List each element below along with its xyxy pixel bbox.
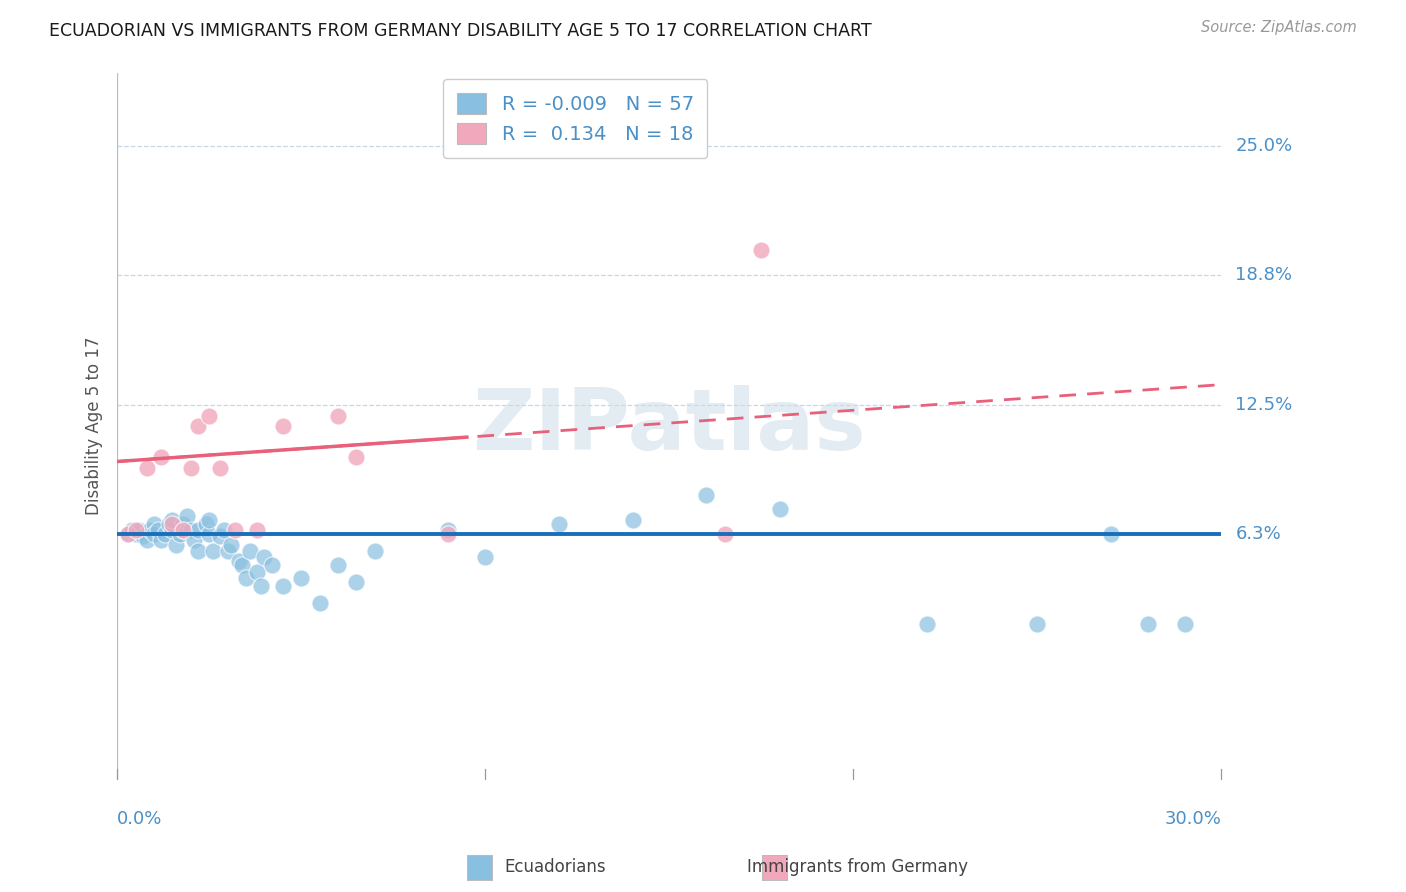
Text: Immigrants from Germany: Immigrants from Germany — [747, 858, 969, 876]
Point — [121, 523, 143, 537]
Point — [253, 550, 276, 565]
Point — [176, 508, 198, 523]
Text: ZIPatlas: ZIPatlas — [472, 384, 866, 467]
Point — [228, 554, 250, 568]
Point — [172, 523, 194, 537]
Point — [548, 516, 571, 531]
Point — [180, 460, 202, 475]
Text: 0.0%: 0.0% — [117, 810, 163, 828]
Point — [231, 558, 253, 573]
Point — [1099, 527, 1122, 541]
Point — [221, 538, 243, 552]
Point — [143, 516, 166, 531]
Point — [198, 409, 221, 423]
Point — [187, 419, 209, 434]
Point — [162, 523, 184, 537]
Point — [749, 243, 772, 257]
Point — [150, 533, 173, 548]
Point — [437, 523, 460, 537]
Point — [474, 550, 496, 565]
Point — [139, 523, 162, 537]
Point — [769, 502, 792, 516]
Point — [217, 544, 239, 558]
Point — [621, 513, 644, 527]
Point — [695, 488, 717, 502]
Point — [124, 527, 146, 541]
Point — [194, 516, 217, 531]
Point — [713, 527, 735, 541]
Point — [128, 523, 150, 537]
Text: Source: ZipAtlas.com: Source: ZipAtlas.com — [1201, 20, 1357, 35]
Point — [187, 544, 209, 558]
Point — [308, 596, 330, 610]
Point — [246, 565, 269, 579]
Point — [437, 527, 460, 541]
Point — [364, 544, 387, 558]
Text: Ecuadorians: Ecuadorians — [505, 858, 606, 876]
Point — [239, 544, 262, 558]
Point — [246, 523, 269, 537]
Point — [326, 558, 349, 573]
Text: 6.3%: 6.3% — [1236, 525, 1281, 543]
Point — [249, 579, 271, 593]
Point — [150, 450, 173, 465]
Point — [212, 523, 235, 537]
Point — [187, 523, 209, 537]
Y-axis label: Disability Age 5 to 17: Disability Age 5 to 17 — [86, 337, 103, 516]
Text: 12.5%: 12.5% — [1236, 396, 1292, 415]
Point — [172, 523, 194, 537]
Point — [146, 523, 169, 537]
Point — [1136, 616, 1159, 631]
Point — [135, 533, 157, 548]
Text: 25.0%: 25.0% — [1236, 136, 1292, 154]
Point — [117, 527, 139, 541]
Point — [132, 529, 155, 543]
Point — [915, 616, 938, 631]
Point — [143, 527, 166, 541]
Text: 30.0%: 30.0% — [1164, 810, 1222, 828]
Point — [346, 450, 368, 465]
Point — [326, 409, 349, 423]
Point — [180, 523, 202, 537]
Point — [198, 513, 221, 527]
Point — [224, 523, 246, 537]
Point — [162, 513, 184, 527]
Point — [135, 460, 157, 475]
Point — [209, 529, 232, 543]
Point — [157, 516, 180, 531]
Point — [1026, 616, 1049, 631]
Point — [209, 460, 232, 475]
Text: 18.8%: 18.8% — [1236, 266, 1292, 284]
Legend: R = -0.009   N = 57, R =  0.134   N = 18: R = -0.009 N = 57, R = 0.134 N = 18 — [443, 79, 707, 158]
Point — [183, 533, 205, 548]
Point — [198, 527, 221, 541]
Point — [346, 574, 368, 589]
Point — [271, 419, 294, 434]
Point — [1174, 616, 1197, 631]
Point — [290, 571, 312, 585]
Point — [162, 516, 184, 531]
Point — [201, 544, 224, 558]
Point — [124, 523, 146, 537]
Text: ECUADORIAN VS IMMIGRANTS FROM GERMANY DISABILITY AGE 5 TO 17 CORRELATION CHART: ECUADORIAN VS IMMIGRANTS FROM GERMANY DI… — [49, 22, 872, 40]
Point — [235, 571, 257, 585]
Point — [169, 527, 191, 541]
Point — [260, 558, 283, 573]
Point — [172, 516, 194, 531]
Point — [165, 538, 187, 552]
Point — [153, 527, 176, 541]
Point — [117, 527, 139, 541]
Point — [271, 579, 294, 593]
